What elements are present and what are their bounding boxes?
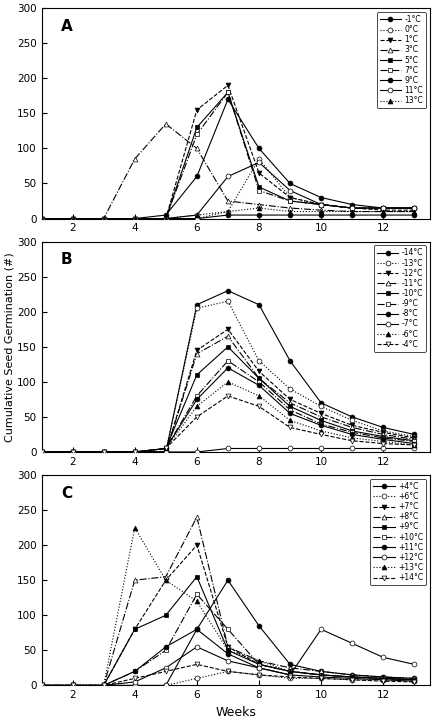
Legend: +4°C, +6°C, +7°C, +8°C, +9°C, +10°C, +11°C, +12°C, +13°C, +14°C: +4°C, +6°C, +7°C, +8°C, +9°C, +10°C, +11… — [370, 479, 426, 585]
Legend: -1°C, 0°C, 1°C, 3°C, 5°C, 7°C, 9°C, 11°C, 13°C: -1°C, 0°C, 1°C, 3°C, 5°C, 7°C, 9°C, 11°C… — [377, 12, 426, 108]
X-axis label: Weeks: Weeks — [215, 706, 256, 719]
Text: C: C — [61, 486, 72, 500]
Y-axis label: Cumulative Seed Germination (#): Cumulative Seed Germination (#) — [4, 252, 14, 442]
Legend: -14°C, -13°C, -12°C, -11°C, -10°C, -9°C, -8°C, -7°C, -6°C, -4°C: -14°C, -13°C, -12°C, -11°C, -10°C, -9°C,… — [374, 245, 426, 352]
Text: B: B — [61, 252, 72, 267]
Text: A: A — [61, 19, 73, 34]
